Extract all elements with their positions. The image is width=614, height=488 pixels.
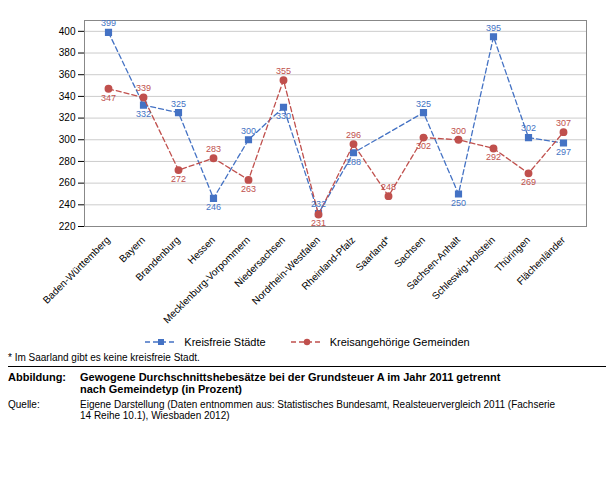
svg-text:Flächenländer: Flächenländer xyxy=(515,234,568,287)
svg-text:292: 292 xyxy=(486,152,501,162)
svg-text:355: 355 xyxy=(276,66,291,76)
svg-text:Rheinland-Pfalz: Rheinland-Pfalz xyxy=(299,234,357,292)
svg-text:269: 269 xyxy=(521,177,536,187)
html-text:Gewogene Durchschnittshebesätz: Gewogene Durchschnittshebesätze bei der … xyxy=(80,371,501,395)
svg-text:297: 297 xyxy=(556,147,571,157)
svg-text:332: 332 xyxy=(136,109,151,119)
svg-text:Saarland*: Saarland* xyxy=(353,234,392,273)
svg-text:380: 380 xyxy=(59,47,76,58)
svg-text:395: 395 xyxy=(486,23,501,33)
svg-text:300: 300 xyxy=(59,134,76,145)
svg-text:360: 360 xyxy=(59,69,76,80)
html-text:Kreisfreie Städte: Kreisfreie Städte xyxy=(184,336,266,348)
svg-text:300: 300 xyxy=(241,126,256,136)
svg-text:240: 240 xyxy=(59,199,76,210)
svg-text:Mecklenburg-Vorpommern: Mecklenburg-Vorpommern xyxy=(161,234,253,326)
svg-text:250: 250 xyxy=(451,198,466,208)
svg-text:272: 272 xyxy=(171,174,186,184)
html-text:Quelle:: Quelle: xyxy=(8,399,40,410)
svg-text:Sachsen: Sachsen xyxy=(392,234,427,269)
svg-text:Nordrhein-Westfalen: Nordrhein-Westfalen xyxy=(250,234,323,307)
svg-text:325: 325 xyxy=(416,99,431,109)
svg-text:347: 347 xyxy=(101,93,116,103)
svg-text:325: 325 xyxy=(171,99,186,109)
svg-text:399: 399 xyxy=(101,18,116,28)
svg-text:220: 220 xyxy=(59,221,76,232)
svg-text:340: 340 xyxy=(59,91,76,102)
svg-text:232: 232 xyxy=(311,199,326,209)
svg-text:280: 280 xyxy=(59,156,76,167)
svg-text:Hessen: Hessen xyxy=(185,234,217,266)
svg-text:Niedersachsen: Niedersachsen xyxy=(232,234,288,290)
svg-text:300: 300 xyxy=(451,126,466,136)
svg-text:Baden-Württemberg: Baden-Württemberg xyxy=(41,234,112,305)
svg-text:400: 400 xyxy=(59,26,76,37)
svg-text:248: 248 xyxy=(381,182,396,192)
svg-text:296: 296 xyxy=(346,130,361,140)
svg-text:302: 302 xyxy=(521,123,536,133)
svg-text:Thüringen: Thüringen xyxy=(492,234,533,274)
html-text:Eigene Darstellung (Daten entn: Eigene Darstellung (Daten entnommen aus:… xyxy=(80,399,556,421)
svg-text:302: 302 xyxy=(416,141,431,151)
svg-text:283: 283 xyxy=(206,144,221,154)
svg-text:Sachsen-Anhalt: Sachsen-Anhalt xyxy=(404,234,463,292)
svg-text:320: 320 xyxy=(59,112,76,123)
svg-text:260: 260 xyxy=(59,177,76,188)
svg-text:263: 263 xyxy=(241,184,256,194)
svg-text:339: 339 xyxy=(136,83,151,93)
html-text:Abbildung:: Abbildung: xyxy=(8,371,66,383)
svg-text:307: 307 xyxy=(556,118,571,128)
svg-text:246: 246 xyxy=(206,202,221,212)
svg-text:Brandenburg: Brandenburg xyxy=(134,234,183,283)
svg-text:288: 288 xyxy=(346,157,361,167)
svg-text:231: 231 xyxy=(311,218,326,228)
svg-text:Bayern: Bayern xyxy=(117,234,147,264)
svg-text:330: 330 xyxy=(276,111,291,121)
svg-text:Schleswig-Holstein: Schleswig-Holstein xyxy=(430,234,498,302)
html-text:* Im Saarland gibt es keine kr: * Im Saarland gibt es keine kreisfreie S… xyxy=(8,352,200,363)
html-text:Kreisangehörige Gemeinden: Kreisangehörige Gemeinden xyxy=(329,336,470,348)
